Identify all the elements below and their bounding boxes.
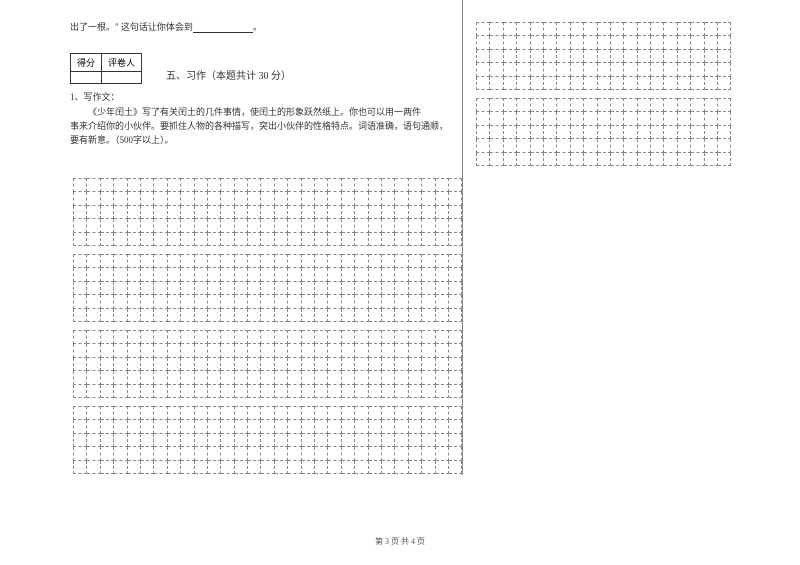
score-header-score: 得分 bbox=[71, 54, 102, 72]
fragment-pre: 出了一根。" 这句话让你体会到 bbox=[70, 22, 193, 32]
page-footer: 第 3 页 共 4 页 bbox=[0, 536, 800, 547]
score-cell[interactable] bbox=[71, 72, 102, 84]
section-title: 五、习作（本题共计 30 分） bbox=[166, 67, 291, 84]
writing-prompt-2: 事来介绍你的小伙伴。要抓住人物的各种描写，突出小伙伴的性格特点。词语准确，语句通… bbox=[70, 120, 455, 134]
score-header-grader: 评卷人 bbox=[102, 54, 142, 72]
writing-grid-left_block4[interactable] bbox=[73, 406, 462, 474]
score-table: 得分 评卷人 bbox=[70, 53, 142, 84]
answer-blank[interactable] bbox=[193, 23, 253, 33]
prompt-line1: 《少年闰土》写了有关闰土的几件事情，使闰土的形象跃然纸上。你也可以用一两件 bbox=[88, 107, 421, 117]
writing-grid-top_right[interactable] bbox=[476, 22, 731, 90]
writing-prompt-3: 要有新意。（500字以上）。 bbox=[70, 134, 455, 148]
writing-prompt: 《少年闰土》写了有关闰土的几件事情，使闰土的形象跃然纸上。你也可以用一两件 bbox=[70, 106, 455, 120]
prompt-line2b: 要有新意。（500字以上）。 bbox=[70, 135, 174, 145]
writing-grid-top_right2[interactable] bbox=[476, 98, 731, 166]
writing-grid-left_block2[interactable] bbox=[73, 254, 462, 322]
fragment-post: 。 bbox=[253, 22, 262, 32]
grader-cell[interactable] bbox=[102, 72, 142, 84]
writing-grid-left_block3[interactable] bbox=[73, 330, 462, 398]
writing-grid-left_block1[interactable] bbox=[73, 178, 462, 246]
prompt-line2a: 事来介绍你的小伙伴。要抓住人物的各种描写，突出小伙伴的性格特点。词语准确，语句通… bbox=[70, 121, 448, 131]
